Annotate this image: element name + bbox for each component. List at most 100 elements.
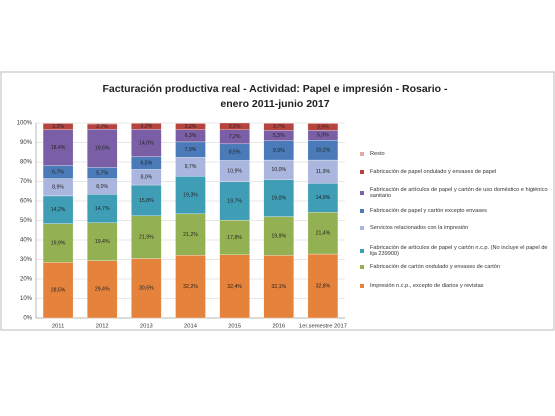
- data-label: 7,9%: [185, 147, 197, 153]
- legend-item: Fabricación de artículos de papel y cart…: [360, 187, 550, 199]
- data-label: 3,5%: [229, 124, 241, 130]
- x-tick-label: 2013: [140, 324, 153, 330]
- data-label: 21,2%: [183, 232, 198, 238]
- data-label: 5,0%: [317, 133, 329, 139]
- data-label: 21,9%: [139, 235, 154, 241]
- data-label: 14,7%: [95, 206, 110, 212]
- data-label: 32,1%: [271, 284, 286, 290]
- legend-item: Impresión n.c.p., excepto de diarios y r…: [360, 283, 550, 289]
- legend-label: Resto: [370, 151, 385, 157]
- legend-label: Fabricación de papel y cartón excepto en…: [370, 208, 487, 214]
- data-label: 19,4%: [95, 239, 110, 245]
- data-label: 8,9%: [52, 185, 64, 191]
- data-label: 6,7%: [52, 169, 64, 175]
- bar-segment: [42, 223, 74, 263]
- bar-segment: [307, 183, 339, 213]
- data-label: 19,9%: [271, 233, 286, 239]
- data-label: 3,2%: [52, 124, 64, 130]
- legend-item: Resto: [360, 151, 550, 157]
- y-tick-label: 70%: [20, 179, 33, 185]
- data-label: 8,0%: [140, 175, 152, 181]
- bar-segment: [131, 184, 162, 216]
- bar-segment: [219, 122, 250, 130]
- bar-segment: [87, 260, 118, 319]
- data-label: 14,2%: [51, 207, 66, 213]
- data-label: 28,5%: [51, 288, 66, 294]
- y-tick-label: 90%: [20, 140, 33, 146]
- bar-segment: [42, 129, 74, 166]
- data-label: 3,2%: [185, 124, 197, 130]
- legend-item: Fabricación de papel ondulado y envases …: [360, 169, 550, 175]
- data-label: 15,8%: [139, 198, 154, 204]
- legend-swatch: [360, 265, 364, 269]
- legend-label: Impresión n.c.p., excepto de diarios y r…: [370, 283, 484, 289]
- legend-label: Fabricación de cartón ondulado y envases…: [370, 264, 500, 270]
- data-label: 9,9%: [273, 148, 285, 154]
- bar-segment: [219, 254, 250, 319]
- data-label: 21,4%: [316, 231, 331, 237]
- data-label: 17,8%: [227, 235, 242, 241]
- chart-title: enero 2011-junio 2017: [220, 98, 329, 110]
- data-label: 5,7%: [96, 170, 108, 176]
- legend-item: Fabricación de artículos de papel y cart…: [360, 245, 550, 257]
- chart-title: Facturación productiva real - Actividad:…: [102, 83, 448, 95]
- legend-label: Fabricación de artículos de papel y cart…: [370, 187, 548, 199]
- x-tick-label: 2015: [228, 324, 241, 330]
- bar-segment: [219, 181, 250, 221]
- legend-swatch: [360, 170, 364, 174]
- bar-segment: [131, 258, 162, 319]
- data-label: 6,5%: [140, 160, 152, 166]
- legend-swatch: [360, 191, 364, 195]
- y-tick-label: 50%: [20, 218, 33, 224]
- legend-item: Fabricación de papel y cartón excepto en…: [360, 208, 550, 214]
- data-label: 32,4%: [227, 284, 242, 290]
- data-label: 3,6%: [317, 124, 329, 130]
- bar-segment: [87, 129, 118, 168]
- x-tick-label: 2014: [184, 324, 198, 330]
- data-label: 18,4%: [51, 145, 66, 151]
- bar-segment: [175, 255, 206, 319]
- y-tick-label: 10%: [20, 296, 33, 302]
- bar-segment: [42, 262, 74, 319]
- data-label: 19,6%: [95, 146, 110, 152]
- bar-segment: [87, 222, 118, 261]
- y-tick-label: 80%: [20, 160, 33, 166]
- data-label: 2,7%: [96, 124, 108, 130]
- data-label: 10,2%: [316, 147, 331, 153]
- legend-swatch: [360, 209, 364, 213]
- data-label: 11,9%: [316, 169, 331, 175]
- legend-swatch: [360, 284, 364, 288]
- y-tick-label: 100%: [17, 121, 33, 127]
- bar-segment: [175, 176, 206, 215]
- bar-segment: [87, 194, 118, 223]
- bar-segment: [175, 213, 206, 256]
- x-tick-label: 2016: [272, 324, 285, 330]
- data-label: 10,9%: [227, 168, 242, 174]
- data-label: 19,9%: [51, 240, 66, 246]
- legend-swatch: [360, 226, 364, 230]
- legend-label: Servicios relacionados con la impresión: [370, 225, 469, 231]
- data-label: 19,7%: [227, 198, 242, 204]
- x-tick-label: 2012: [96, 324, 109, 330]
- y-tick-label: 30%: [20, 257, 33, 263]
- legend-item: Servicios relacionados con la impresión: [360, 225, 550, 231]
- data-label: 7,2%: [229, 134, 241, 140]
- data-label: 10,0%: [271, 167, 286, 173]
- legend-label: Fabricación de artículos de papel y cart…: [370, 245, 548, 257]
- data-label: 3,2%: [140, 124, 152, 130]
- data-label: 9,7%: [185, 164, 197, 170]
- data-label: 3,7%: [273, 124, 285, 130]
- x-tick-label: 1er.semestre 2017: [299, 324, 347, 330]
- data-label: 32,8%: [316, 283, 331, 289]
- bar-segment: [307, 212, 339, 255]
- bar-segment: [307, 253, 339, 319]
- data-label: 32,2%: [183, 284, 198, 290]
- legend-label: Fabricación de papel ondulado y envases …: [370, 169, 497, 175]
- y-tick-label: 0%: [23, 316, 32, 322]
- y-tick-label: 20%: [20, 277, 33, 283]
- bar-segment: [131, 129, 162, 157]
- y-tick-label: 40%: [20, 238, 33, 244]
- data-label: 14,0%: [139, 140, 154, 146]
